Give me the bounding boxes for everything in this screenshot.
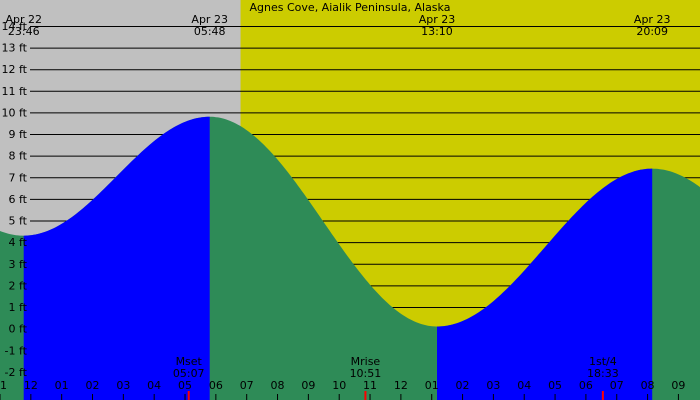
tide-time-label: 20:09 <box>636 25 668 38</box>
y-tick-label: 11 ft <box>2 85 28 98</box>
x-tick-label: 08 <box>641 379 655 392</box>
event-label: Mrise <box>351 355 381 368</box>
x-tick-label: 02 <box>456 379 470 392</box>
y-tick-label: 8 ft <box>9 150 28 163</box>
event-time: 18:33 <box>587 367 619 380</box>
tide-time-label: 13:10 <box>421 25 453 38</box>
x-tick-label: 05 <box>548 379 562 392</box>
x-tick-label: 02 <box>86 379 100 392</box>
x-tick-label: 03 <box>486 379 500 392</box>
tide-date-label: Apr 22 <box>5 13 42 26</box>
y-tick-label: 4 ft <box>9 236 28 249</box>
y-tick-label: 14 ft <box>2 20 28 33</box>
x-tick-label: 10 <box>332 379 346 392</box>
y-tick-label: 2 ft <box>9 279 28 292</box>
y-tick-label: 3 ft <box>9 258 28 271</box>
y-tick-label: 13 ft <box>2 42 28 55</box>
y-tick-label: 5 ft <box>9 215 28 228</box>
x-tick-label: 04 <box>147 379 161 392</box>
x-tick-label: 05 <box>178 379 192 392</box>
tide-highlight-area <box>23 116 210 400</box>
x-tick-label: 07 <box>610 379 624 392</box>
x-tick-label: 09 <box>301 379 315 392</box>
y-tick-label: -2 ft <box>5 366 28 379</box>
x-tick-label: 01 <box>425 379 439 392</box>
event-time: 05:07 <box>173 367 205 380</box>
x-tick-label: 08 <box>271 379 285 392</box>
y-tick-label: 7 ft <box>9 171 28 184</box>
x-tick-label: 12 <box>394 379 408 392</box>
x-tick-label: 07 <box>240 379 254 392</box>
x-axis-labels: 11 12 01 02 03 04 05 06 07 08 09 10 11 12 01 02 03 04 05 06… <box>0 379 685 400</box>
y-tick-label: -1 ft <box>5 344 28 357</box>
event-label: 1st/4 <box>589 355 617 368</box>
event-label: Mset <box>176 355 203 368</box>
x-tick-label: 12 <box>24 379 38 392</box>
x-tick-label: 04 <box>517 379 531 392</box>
y-tick-label: 1 ft <box>9 301 28 314</box>
y-tick-label: 6 ft <box>9 193 28 206</box>
y-tick-label: 0 ft <box>9 323 28 336</box>
y-axis-labels: -2 ft -1 ft 0 ft 1 ft 2 ft 3 ft 4 ft 5 ft 6 ft 7 … <box>2 20 28 379</box>
tide-time-label: 23:46 <box>8 25 40 38</box>
x-tick-label: 01 <box>55 379 69 392</box>
x-tick-label: 11 <box>363 379 377 392</box>
tide-date-label: Apr 23 <box>634 13 671 26</box>
x-tick-label: 06 <box>579 379 593 392</box>
x-tick-label: 09 <box>671 379 685 392</box>
y-tick-label: 9 ft <box>9 128 28 141</box>
x-tick-label: 11 <box>0 379 7 392</box>
chart-title: Agnes Cove, Aialik Peninsula, Alaska <box>250 1 451 14</box>
tide-curve <box>0 116 700 400</box>
y-tick-label: 10 ft <box>2 106 28 119</box>
tide-date-label: Apr 23 <box>191 13 228 26</box>
tide-time-label: 05:48 <box>194 25 226 38</box>
x-tick-label: 06 <box>209 379 223 392</box>
event-time: 10:51 <box>350 367 382 380</box>
tide-highlight-area <box>437 168 653 400</box>
tide-date-label: Apr 23 <box>419 13 456 26</box>
y-tick-label: 12 ft <box>2 63 28 76</box>
x-tick-label: 03 <box>116 379 130 392</box>
